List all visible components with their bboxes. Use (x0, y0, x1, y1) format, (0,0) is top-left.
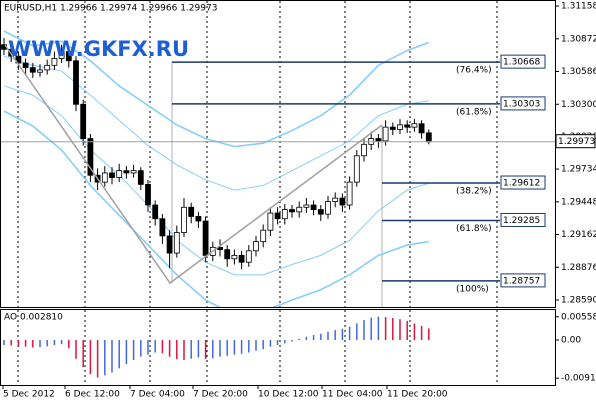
candle-body (274, 212, 281, 220)
candle-body (346, 181, 353, 206)
candle-body (425, 132, 432, 143)
candle-body (109, 172, 115, 178)
y-tick-label: 1.30872 (561, 34, 596, 44)
candle-body (317, 209, 324, 215)
candle-body (361, 143, 367, 157)
candle-body (65, 51, 72, 62)
candle-body (159, 218, 166, 237)
x-tick-label: 11 Dec 04:00 (322, 390, 383, 400)
candle-body (397, 124, 403, 130)
ao-tick-label: -0.00917 (561, 374, 596, 384)
x-tick-label: 7 Dec 20:00 (193, 390, 248, 400)
fib-price-box (500, 96, 546, 111)
candle-body (44, 64, 51, 71)
y-tick-label: 1.28590 (561, 296, 596, 306)
fib-label: (38.2%) (456, 187, 492, 197)
fib-price-box (500, 175, 546, 190)
candle-body (281, 209, 288, 220)
band (3, 110, 429, 307)
y-tick-label: 1.29162 (561, 230, 596, 240)
x-tick-label: 6 Dec 12:00 (65, 390, 120, 400)
candle-body (224, 249, 231, 260)
y-tick-label: 1.31158 (561, 2, 596, 12)
x-tick-label: 11 Dec 20:00 (387, 390, 448, 400)
candle-body (325, 201, 331, 215)
fib-price: 1.30668 (503, 58, 540, 68)
candle-body (152, 204, 159, 220)
candle-body (137, 170, 144, 185)
chart-title: EURUSD,H1 1.29966 1.29974 1.29966 1.2997… (4, 4, 217, 14)
y-tick-label: 1.29734 (561, 165, 596, 175)
candle-body (310, 204, 317, 210)
candle-body (238, 254, 245, 263)
candle-body (245, 250, 252, 263)
ao-panel (0, 309, 556, 386)
candle-body (404, 124, 411, 128)
fib-label: (61.8%) (456, 107, 492, 117)
candle-body (145, 183, 151, 206)
candle-body (116, 170, 123, 178)
candle-body (188, 206, 195, 217)
x-tick-label: 10 Dec 12:00 (258, 390, 319, 400)
candle-body (80, 103, 87, 140)
fib-trend-line (4, 44, 383, 285)
fib-price-box (500, 273, 546, 288)
candle-body (418, 123, 425, 134)
candle-body (181, 206, 187, 233)
candle-body (332, 197, 339, 202)
candle-body (375, 138, 382, 142)
candle-body (389, 126, 396, 130)
candle-body (296, 206, 303, 213)
candle-body (37, 69, 43, 73)
candle-body (101, 172, 108, 183)
fib-label: (76.4%) (456, 66, 492, 76)
y-tick-label: 1.29448 (561, 197, 596, 207)
fib-price: 1.29612 (503, 179, 540, 189)
fib-price: 1.28757 (503, 276, 540, 286)
fib-label: (100%) (456, 284, 489, 294)
ao-tick-label: 0.00 (561, 336, 581, 346)
candle-body (87, 138, 94, 176)
candle-body (231, 254, 238, 260)
x-tick-label: 7 Dec 04:00 (130, 390, 185, 400)
candle-body (58, 51, 65, 59)
fib-price-box (500, 54, 546, 69)
fib-price: 1.29285 (503, 216, 540, 226)
candle-body (195, 216, 202, 222)
candle-body (260, 229, 267, 243)
candle-body (411, 123, 418, 128)
y-tick-label: 1.28876 (561, 263, 596, 273)
candle-body (130, 170, 137, 174)
fib-price: 1.30303 (503, 99, 540, 109)
current-price-box (555, 134, 596, 149)
y-tick-label: 1.30300 (561, 100, 596, 110)
current-price-label: 1.29973 (558, 137, 595, 147)
band (3, 30, 430, 148)
candle-body (73, 60, 79, 105)
watermark: WWW.GKFX.RU (8, 37, 189, 61)
candle-body (123, 170, 130, 174)
candle-body (29, 67, 36, 73)
candle-body (173, 232, 180, 254)
candle-body (22, 62, 29, 69)
x-tick-label: 5 Dec 2012 (3, 390, 55, 400)
candle-body (202, 220, 209, 256)
candle-body (303, 204, 310, 208)
candle-body (166, 235, 173, 254)
fib-price-box (500, 212, 546, 227)
candle-body (253, 241, 259, 252)
band (3, 85, 429, 276)
candle-body (289, 209, 295, 213)
y-tick-label: 1.30586 (561, 67, 596, 77)
indicator-title: AO 0.002810 (4, 313, 63, 323)
candle-body (382, 126, 389, 142)
candle-body (267, 212, 274, 231)
candle-body (51, 58, 58, 66)
candle-body (353, 155, 360, 183)
fib-label: (61.8%) (456, 224, 492, 234)
ao-tick-label: 0.005584 (561, 312, 596, 322)
candle-body (339, 197, 346, 206)
